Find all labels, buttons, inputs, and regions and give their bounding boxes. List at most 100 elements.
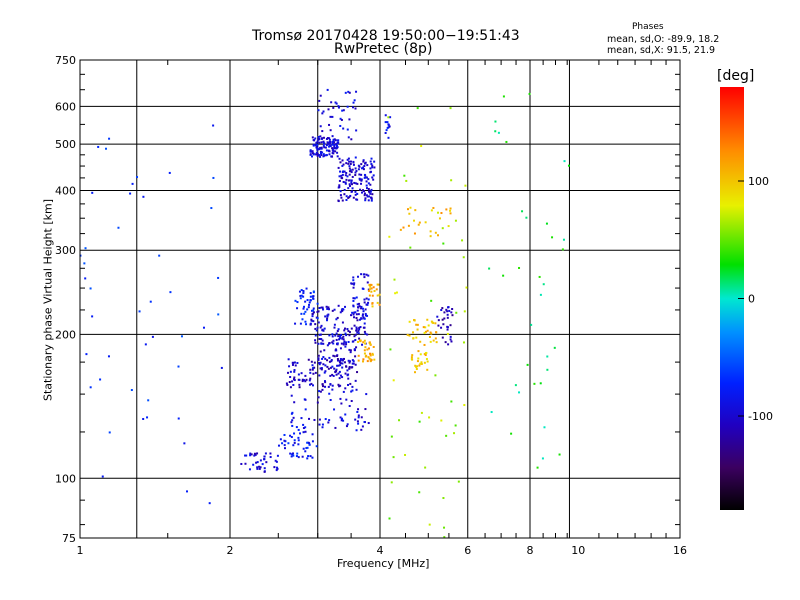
data-point	[546, 355, 549, 358]
data-point	[444, 341, 447, 344]
data-point	[333, 408, 336, 411]
data-point	[450, 311, 453, 314]
data-point	[321, 426, 324, 429]
data-point	[419, 362, 422, 365]
data-point	[341, 109, 344, 112]
data-point	[331, 147, 334, 150]
data-point	[331, 140, 334, 143]
data-point	[256, 467, 259, 470]
data-point	[372, 286, 375, 289]
data-point	[463, 404, 466, 407]
data-point	[313, 139, 316, 142]
data-point	[295, 426, 298, 429]
data-point	[357, 313, 360, 316]
data-point	[283, 433, 286, 436]
data-point	[385, 129, 388, 132]
data-point	[252, 463, 255, 466]
data-point	[302, 307, 305, 310]
data-point	[364, 355, 367, 358]
data-point	[322, 385, 325, 388]
data-point	[351, 187, 354, 190]
data-point	[313, 366, 316, 369]
data-point	[368, 191, 371, 194]
data-point	[308, 301, 311, 304]
data-point	[329, 383, 332, 386]
data-point	[448, 309, 451, 312]
data-point	[345, 341, 348, 344]
data-point	[341, 376, 344, 379]
data-point	[292, 452, 295, 455]
data-point	[430, 332, 433, 335]
data-point	[372, 174, 375, 177]
data-point	[355, 346, 358, 349]
data-point	[392, 456, 395, 459]
data-point	[353, 282, 356, 285]
data-point	[305, 378, 308, 381]
data-point	[362, 360, 365, 363]
data-point	[436, 315, 439, 318]
data-point	[403, 174, 406, 177]
data-point	[428, 523, 431, 526]
data-point	[321, 130, 324, 133]
x-tick-labels: 1 2 4 6 8 10 16	[77, 544, 688, 557]
data-point	[91, 191, 94, 194]
data-point	[366, 333, 369, 336]
data-point	[361, 425, 364, 428]
colorbar-tick-label: 100	[748, 175, 769, 188]
data-point	[311, 440, 314, 443]
data-point	[321, 306, 324, 309]
data-point	[435, 341, 438, 344]
data-point	[363, 276, 366, 279]
data-point	[303, 305, 306, 308]
data-point	[343, 329, 346, 332]
data-point	[352, 313, 355, 316]
data-point	[321, 328, 324, 331]
data-point	[351, 175, 354, 178]
data-point	[567, 164, 570, 167]
data-point	[407, 224, 410, 227]
data-point	[388, 517, 391, 520]
data-point	[412, 337, 415, 340]
data-point	[289, 376, 292, 379]
data-point	[404, 453, 407, 456]
data-point	[321, 357, 324, 360]
data-point	[351, 311, 354, 314]
data-point	[317, 135, 320, 138]
data-point	[287, 442, 290, 445]
data-point	[302, 427, 305, 430]
data-point	[440, 309, 443, 312]
data-point	[370, 358, 373, 361]
data-point	[317, 342, 320, 345]
data-point	[443, 526, 446, 529]
data-point	[324, 315, 327, 318]
data-point	[395, 291, 398, 294]
data-point	[425, 351, 428, 354]
data-point	[275, 460, 278, 463]
data-point	[355, 388, 358, 391]
data-point	[369, 192, 372, 195]
data-point	[312, 307, 315, 310]
data-point	[331, 135, 334, 138]
data-point	[138, 310, 141, 313]
data-point	[284, 447, 287, 450]
data-point	[358, 318, 361, 321]
data-point	[304, 430, 307, 433]
data-point	[341, 337, 344, 340]
data-point	[494, 130, 497, 133]
data-point	[329, 144, 332, 147]
data-point	[384, 121, 387, 124]
data-point	[333, 141, 336, 144]
data-point	[319, 146, 322, 149]
data-point	[424, 330, 427, 333]
data-point	[345, 195, 348, 198]
data-point	[368, 352, 371, 355]
data-point	[319, 125, 322, 128]
data-point	[293, 432, 296, 435]
data-point	[306, 457, 309, 460]
y-tick-label: 75	[62, 532, 76, 545]
data-point	[261, 463, 264, 466]
data-point	[521, 210, 524, 213]
data-point	[296, 452, 299, 455]
data-point	[84, 247, 87, 250]
